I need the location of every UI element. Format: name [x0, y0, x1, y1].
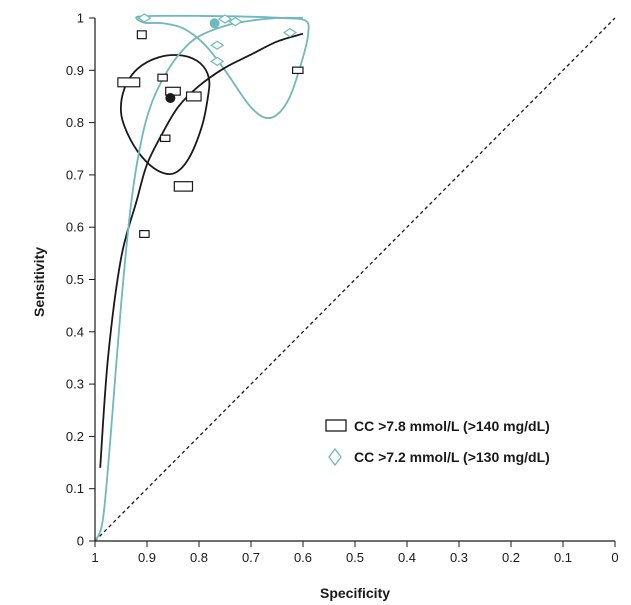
- summary-point-series-1: [165, 93, 176, 104]
- study-marker-rect: [136, 30, 147, 40]
- confidence-regions-layer: [119, 14, 310, 176]
- legend-label-series-2: CC >7.2 mmol/L (>130 mg/dL): [354, 449, 550, 465]
- y-tick-label: 0.3: [66, 377, 84, 392]
- legend-rectangle-icon: [325, 419, 347, 432]
- study-marker-rect: [117, 77, 141, 88]
- study-marker-diamond: [210, 40, 225, 50]
- x-tick-label: 0.7: [242, 550, 260, 565]
- tick-labels-layer: 0 0.1 0.2 0.3 0.4 0.5 0.6 0.7 0.8 0.9 1 1 0.9 0.8 0.7 0…: [66, 11, 619, 566]
- x-tick-label: 0.2: [502, 550, 520, 565]
- study-marker-diamond: [228, 16, 243, 27]
- x-tick-label: 0.5: [346, 550, 364, 565]
- study-marker-diamond: [137, 13, 152, 23]
- y-tick-label: 0.9: [66, 63, 84, 78]
- x-axis-title: Specificity: [320, 585, 390, 601]
- study-markers-layer: [117, 13, 304, 238]
- x-tick-label: 0.3: [450, 550, 468, 565]
- sroc-curves-layer: [94, 16, 304, 542]
- sroc-curve-series-1: [99, 32, 304, 468]
- y-tick-label: 0.2: [66, 429, 84, 444]
- legend: CC >7.8 mmol/L (>140 mg/dL) CC >7.2 mmol…: [325, 418, 550, 467]
- study-marker-rect: [159, 134, 171, 143]
- legend-label-series-1: CC >7.8 mmol/L (>140 mg/dL): [354, 418, 550, 434]
- summary-points-layer: [165, 18, 220, 104]
- study-marker-diamond: [210, 56, 225, 67]
- y-tick-label: 0.1: [66, 481, 84, 496]
- confidence-region-series-1: [119, 54, 211, 176]
- x-tick-label: 0.4: [398, 550, 416, 565]
- study-marker-rect: [185, 91, 202, 102]
- y-tick-label: 0.7: [66, 167, 84, 182]
- x-tick-label: 0.1: [554, 550, 572, 565]
- sroc-curve-series-2: [94, 16, 304, 542]
- summary-point-series-2: [209, 18, 220, 29]
- study-marker-diamond: [217, 14, 233, 24]
- y-tick-label: 0: [77, 534, 84, 549]
- x-tick-label: 0.6: [294, 550, 312, 565]
- study-marker-rect: [292, 66, 304, 75]
- y-tick-label: 0.8: [66, 115, 84, 130]
- x-tick-label: 1: [91, 550, 98, 565]
- x-tick-label: 0.9: [138, 550, 156, 565]
- y-tick-label: 0.5: [66, 272, 84, 287]
- axes-layer: [89, 17, 616, 547]
- y-axis-title: Sensitivity: [31, 247, 47, 317]
- x-tick-label: 0: [611, 550, 618, 565]
- study-marker-diamond: [282, 27, 298, 38]
- study-marker-rect: [173, 181, 194, 192]
- study-marker-rect: [157, 73, 168, 82]
- study-marker-rect: [139, 229, 150, 238]
- x-tick-label: 0.8: [190, 550, 208, 565]
- y-tick-label: 0.4: [66, 324, 84, 339]
- y-tick-label: 1: [77, 11, 84, 26]
- legend-diamond-icon: [328, 447, 342, 467]
- y-tick-label: 0.6: [66, 220, 84, 235]
- confidence-region-series-2: [135, 14, 310, 120]
